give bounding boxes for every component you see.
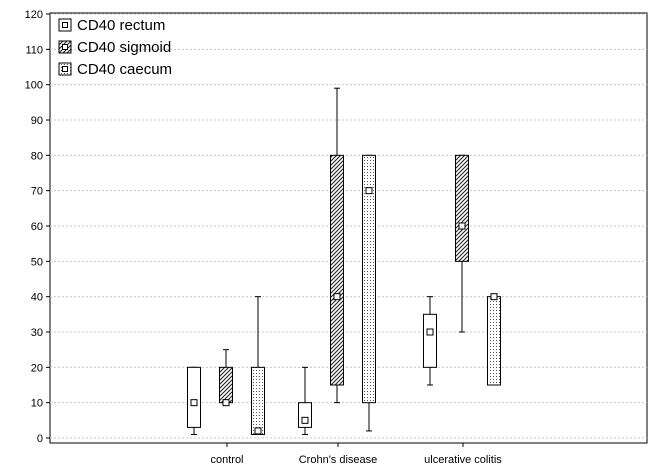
legend-item-2: CD40 caecum (58, 61, 172, 78)
legend-label: CD40 rectum (77, 17, 165, 34)
box-2-1 (362, 154, 376, 432)
y-tick-label: 90 (31, 115, 43, 127)
legend-item-0: CD40 rectum (58, 17, 165, 34)
y-axis: 0 10 20 30 40 50 60 70 80 90 100 110 120 (25, 9, 50, 445)
box-0-1 (298, 366, 312, 435)
median-marker (426, 328, 434, 336)
median-marker (301, 416, 309, 424)
median-marker (190, 399, 198, 407)
legend-marker (62, 44, 68, 50)
x-axis: control Crohn's disease ulcerative colitis (210, 443, 502, 466)
legend: CD40 rectum CD40 sigmoid CD40 caecum (58, 17, 172, 78)
y-tick-label: 30 (31, 327, 43, 339)
legend-marker (62, 66, 68, 72)
median-marker (254, 427, 262, 435)
box-2-2 (487, 293, 501, 386)
gridlines (50, 13, 647, 439)
box-2-0 (251, 296, 265, 435)
x-tick-label: Crohn's disease (299, 454, 378, 466)
box-1-2 (455, 154, 469, 333)
legend-marker (62, 22, 68, 28)
box-rect (487, 296, 501, 386)
y-tick-label: 100 (25, 80, 43, 92)
box-0-0 (187, 366, 201, 435)
box-rect (455, 154, 469, 262)
box-rect (219, 366, 233, 404)
box-series (187, 87, 501, 435)
median-marker (365, 187, 373, 195)
box-0-2 (423, 296, 437, 386)
y-tick-label: 120 (25, 9, 43, 21)
legend-item-1: CD40 sigmoid (58, 39, 171, 56)
median-marker (458, 222, 466, 230)
legend-label: CD40 sigmoid (77, 39, 171, 56)
y-tick-label: 70 (31, 186, 43, 198)
y-tick-label: 80 (31, 150, 43, 162)
x-tick-label: ulcerative colitis (424, 454, 502, 466)
y-tick-label: 10 (31, 398, 43, 410)
box-rect (423, 313, 437, 368)
y-tick-label: 20 (31, 362, 43, 374)
median-marker (490, 293, 498, 301)
box-1-1 (330, 87, 344, 404)
y-tick-label: 60 (31, 221, 43, 233)
x-tick-label: control (210, 454, 243, 466)
box-1-0 (219, 349, 233, 407)
y-tick-label: 40 (31, 292, 43, 304)
box-rect (251, 366, 265, 435)
y-tick-label: 110 (25, 44, 43, 56)
y-tick-label: 50 (31, 256, 43, 268)
box-rect (362, 154, 376, 404)
y-tick-label: 0 (37, 433, 43, 445)
median-marker (222, 399, 230, 407)
median-marker (333, 293, 341, 301)
box-rect (187, 366, 201, 428)
box-rect (330, 154, 344, 386)
legend-label: CD40 caecum (77, 61, 172, 78)
